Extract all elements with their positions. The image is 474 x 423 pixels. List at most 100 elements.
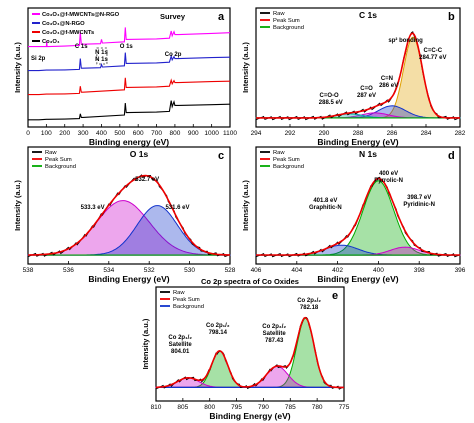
peak-annotation: 284.77 eV bbox=[419, 55, 446, 61]
panel-title: Survey bbox=[160, 12, 186, 21]
peak-annotation: Pyrrolic-N bbox=[374, 178, 403, 184]
peak-annotation: Satellite bbox=[169, 342, 193, 348]
legend-label: Peak Sum bbox=[45, 157, 72, 163]
x-tick-label: 300 bbox=[78, 130, 89, 137]
x-tick-label: 532 bbox=[144, 267, 155, 274]
plot-frame-a bbox=[27, 7, 231, 128]
legend-label: Background bbox=[173, 304, 204, 310]
panel-title: C 1s bbox=[359, 10, 377, 20]
x-axis-label: Binding Energy (eV) bbox=[317, 137, 398, 147]
peak-annotation: Co 2p₁/₂ bbox=[206, 323, 230, 329]
x-tick-label: 398 bbox=[414, 267, 425, 274]
n1s-zoom-box bbox=[96, 47, 108, 65]
legend-label: Raw bbox=[273, 150, 285, 156]
peak-annotation: 804.01 bbox=[171, 349, 190, 355]
x-tick-label: 396 bbox=[455, 267, 466, 274]
x-tick-label: 534 bbox=[103, 267, 114, 274]
peak-annotation: 398.7 eV bbox=[407, 195, 431, 201]
x-tick-label: 282 bbox=[455, 130, 466, 137]
legend-label: Peak Sum bbox=[173, 297, 200, 303]
legend-label: Raw bbox=[45, 150, 57, 156]
peak-annotation: 288.5 eV bbox=[319, 100, 343, 106]
peak-annotation: Graphitic-N bbox=[309, 205, 342, 211]
x-tick-label: 1000 bbox=[204, 130, 219, 137]
x-axis-label: Binding energy (eV) bbox=[89, 137, 169, 147]
peak-annotation: O 1s bbox=[120, 44, 134, 50]
x-tick-label: 404 bbox=[291, 267, 302, 274]
y-axis-label: Intensity (a.u.) bbox=[13, 42, 22, 93]
panel-title: O 1s bbox=[130, 149, 149, 159]
legend-label: Raw bbox=[173, 290, 185, 296]
panel-letter: c bbox=[218, 150, 224, 162]
x-tick-label: 775 bbox=[339, 404, 350, 411]
peak-annotation: 286 eV bbox=[379, 83, 398, 89]
x-tick-label: 780 bbox=[312, 404, 323, 411]
peak-annotation: Co 2p₃/₂ bbox=[297, 298, 321, 304]
legend-label: Background bbox=[45, 164, 76, 170]
peak-annotation: 533.3 eV bbox=[81, 205, 105, 211]
survey-series-line bbox=[28, 52, 231, 72]
y-axis-label: Intensity (a.u.) bbox=[141, 318, 150, 369]
x-tick-label: 785 bbox=[285, 404, 296, 411]
peak-annotation: Pyridinic-N bbox=[403, 202, 435, 208]
legend-label: Co₃O₄@N-RGO bbox=[42, 21, 85, 27]
peak-sum-line bbox=[256, 177, 460, 256]
peak-annotation: N 1s bbox=[95, 50, 108, 56]
x-tick-label: 528 bbox=[225, 267, 236, 274]
legend-label: Co₃O₄@f-MWCNTs@N-RGO bbox=[42, 12, 120, 18]
plot-frame-c bbox=[27, 146, 231, 265]
plot-frame-e bbox=[155, 286, 345, 402]
x-tick-label: 400 bbox=[96, 130, 107, 137]
peak-annotation: C=O bbox=[360, 86, 373, 92]
survey-series-line bbox=[28, 99, 231, 121]
x-tick-label: 790 bbox=[258, 404, 269, 411]
panel-letter: a bbox=[218, 11, 225, 23]
x-tick-label: 286 bbox=[387, 130, 398, 137]
y-axis-label: Intensity (a.u.) bbox=[241, 180, 250, 231]
peak-sum-line bbox=[256, 32, 460, 119]
x-tick-label: 530 bbox=[184, 267, 195, 274]
peak-annotation: C=O-O bbox=[320, 93, 340, 99]
legend-label: Peak Sum bbox=[273, 18, 300, 24]
peak-annotation: Si 2p bbox=[31, 56, 46, 62]
peak-annotation: 400 eV bbox=[379, 171, 398, 177]
x-tick-label: 900 bbox=[188, 130, 199, 137]
panel-title: N 1s bbox=[359, 149, 377, 159]
peak-annotation: 532.7 eV bbox=[135, 177, 159, 183]
x-tick-label: 795 bbox=[231, 404, 242, 411]
peak-annotation: Co 2p bbox=[165, 52, 182, 58]
x-tick-label: 406 bbox=[251, 267, 262, 274]
x-axis-label: Binding Energy (eV) bbox=[209, 411, 290, 421]
survey-series-line bbox=[28, 27, 231, 48]
x-tick-label: 290 bbox=[319, 130, 330, 137]
peak-annotation: 401.8 eV bbox=[313, 198, 337, 204]
peak-annotation: 798.14 bbox=[209, 330, 228, 336]
legend-label: Peak Sum bbox=[273, 157, 300, 163]
x-tick-label: 292 bbox=[285, 130, 296, 137]
legend-label: Co₃O₄ bbox=[42, 39, 60, 45]
peak-annotation: C=C-C bbox=[424, 48, 443, 54]
x-tick-label: 288 bbox=[353, 130, 364, 137]
x-tick-label: 700 bbox=[151, 130, 162, 137]
survey-series-line bbox=[28, 77, 231, 96]
x-tick-label: 100 bbox=[41, 130, 52, 137]
x-tick-label: 805 bbox=[177, 404, 188, 411]
x-tick-label: 0 bbox=[26, 130, 30, 137]
panel-title: Co 2p spectra of Co Oxides bbox=[201, 277, 299, 286]
x-axis-label: Binding Energy (eV) bbox=[88, 274, 169, 284]
panel-letter: d bbox=[448, 150, 455, 162]
legend-label: Background bbox=[273, 164, 304, 170]
x-tick-label: 402 bbox=[332, 267, 343, 274]
x-tick-label: 800 bbox=[204, 404, 215, 411]
peak-annotation: 287 eV bbox=[357, 93, 376, 99]
peak-annotation: C=N bbox=[381, 76, 393, 82]
x-tick-label: 500 bbox=[114, 130, 125, 137]
x-tick-label: 1100 bbox=[223, 130, 237, 137]
legend-label: Background bbox=[273, 25, 304, 31]
y-axis-label: Intensity (a.u.) bbox=[13, 180, 22, 231]
x-tick-label: 284 bbox=[421, 130, 432, 137]
x-tick-label: 800 bbox=[169, 130, 180, 137]
x-tick-label: 810 bbox=[151, 404, 162, 411]
peak-annotation: 782.18 bbox=[300, 305, 319, 311]
